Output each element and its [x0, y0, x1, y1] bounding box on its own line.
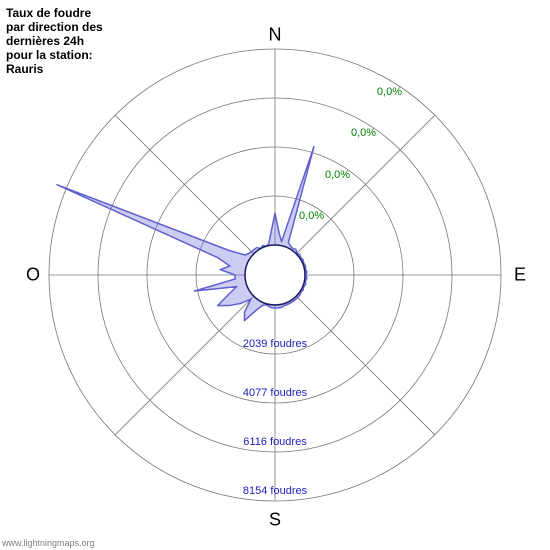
label-south: S	[269, 510, 281, 531]
polar-chart-container: Taux de foudre par direction des dernièr…	[0, 0, 550, 550]
label-east: E	[514, 265, 526, 286]
label-north: N	[269, 25, 282, 46]
pct-label-4: 0,0%	[377, 86, 402, 98]
polar-plot-svg	[0, 0, 550, 550]
pct-label-1: 0,0%	[299, 210, 324, 222]
count-label-4: 8154 foudres	[243, 485, 307, 497]
pct-label-3: 0,0%	[351, 127, 376, 139]
count-label-1: 2039 foudres	[243, 338, 307, 350]
attribution-text: www.lightningmaps.org	[2, 538, 95, 548]
label-west: O	[26, 265, 40, 286]
count-label-2: 4077 foudres	[243, 387, 307, 399]
pct-label-2: 0,0%	[325, 169, 350, 181]
count-label-3: 6116 foudres	[243, 436, 306, 448]
